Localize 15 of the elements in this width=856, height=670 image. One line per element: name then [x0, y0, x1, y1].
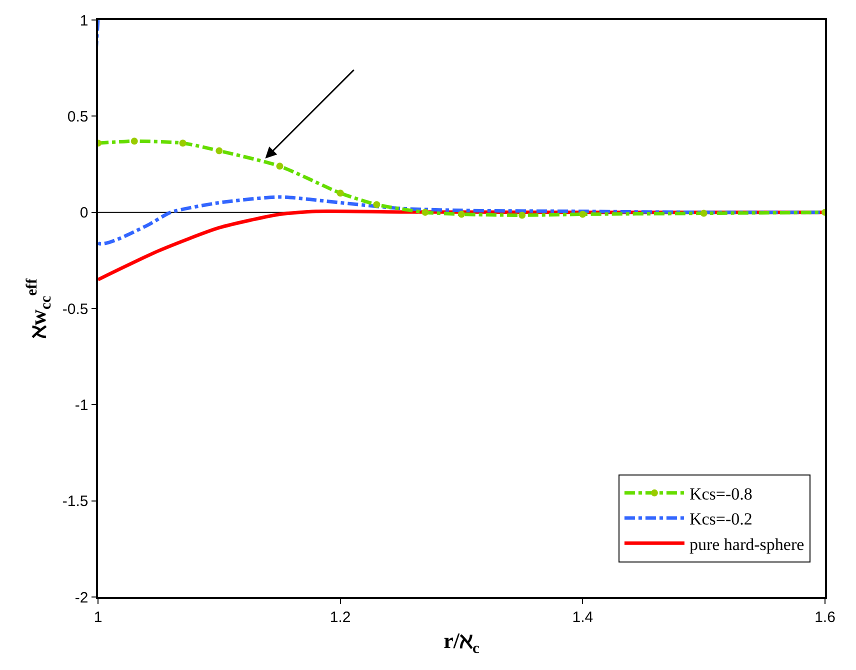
y-tick-label: -2 [74, 589, 88, 606]
y-tick-label: -1 [74, 396, 88, 414]
x-tick-label: 1.6 [814, 608, 836, 626]
y-tick-label: 0.5 [67, 108, 88, 126]
legend-label: pure hard-sphere [689, 534, 804, 554]
y-tick-label: -1.5 [62, 493, 88, 510]
y-tick-label: -0.5 [62, 300, 88, 318]
x-tick-label: 1.2 [330, 608, 351, 626]
y-tick-label: 1 [80, 12, 88, 30]
x-tick-label: 1 [94, 608, 102, 626]
x-axis-title: r/ℵ$_{c}$ [444, 628, 480, 657]
legend-label: Kcs=-0.8 [689, 484, 752, 504]
x-tick-label: 1.4 [572, 608, 594, 626]
y-tick-label: 0 [80, 204, 88, 222]
legend-label: Kcs=-0.2 [689, 510, 752, 529]
